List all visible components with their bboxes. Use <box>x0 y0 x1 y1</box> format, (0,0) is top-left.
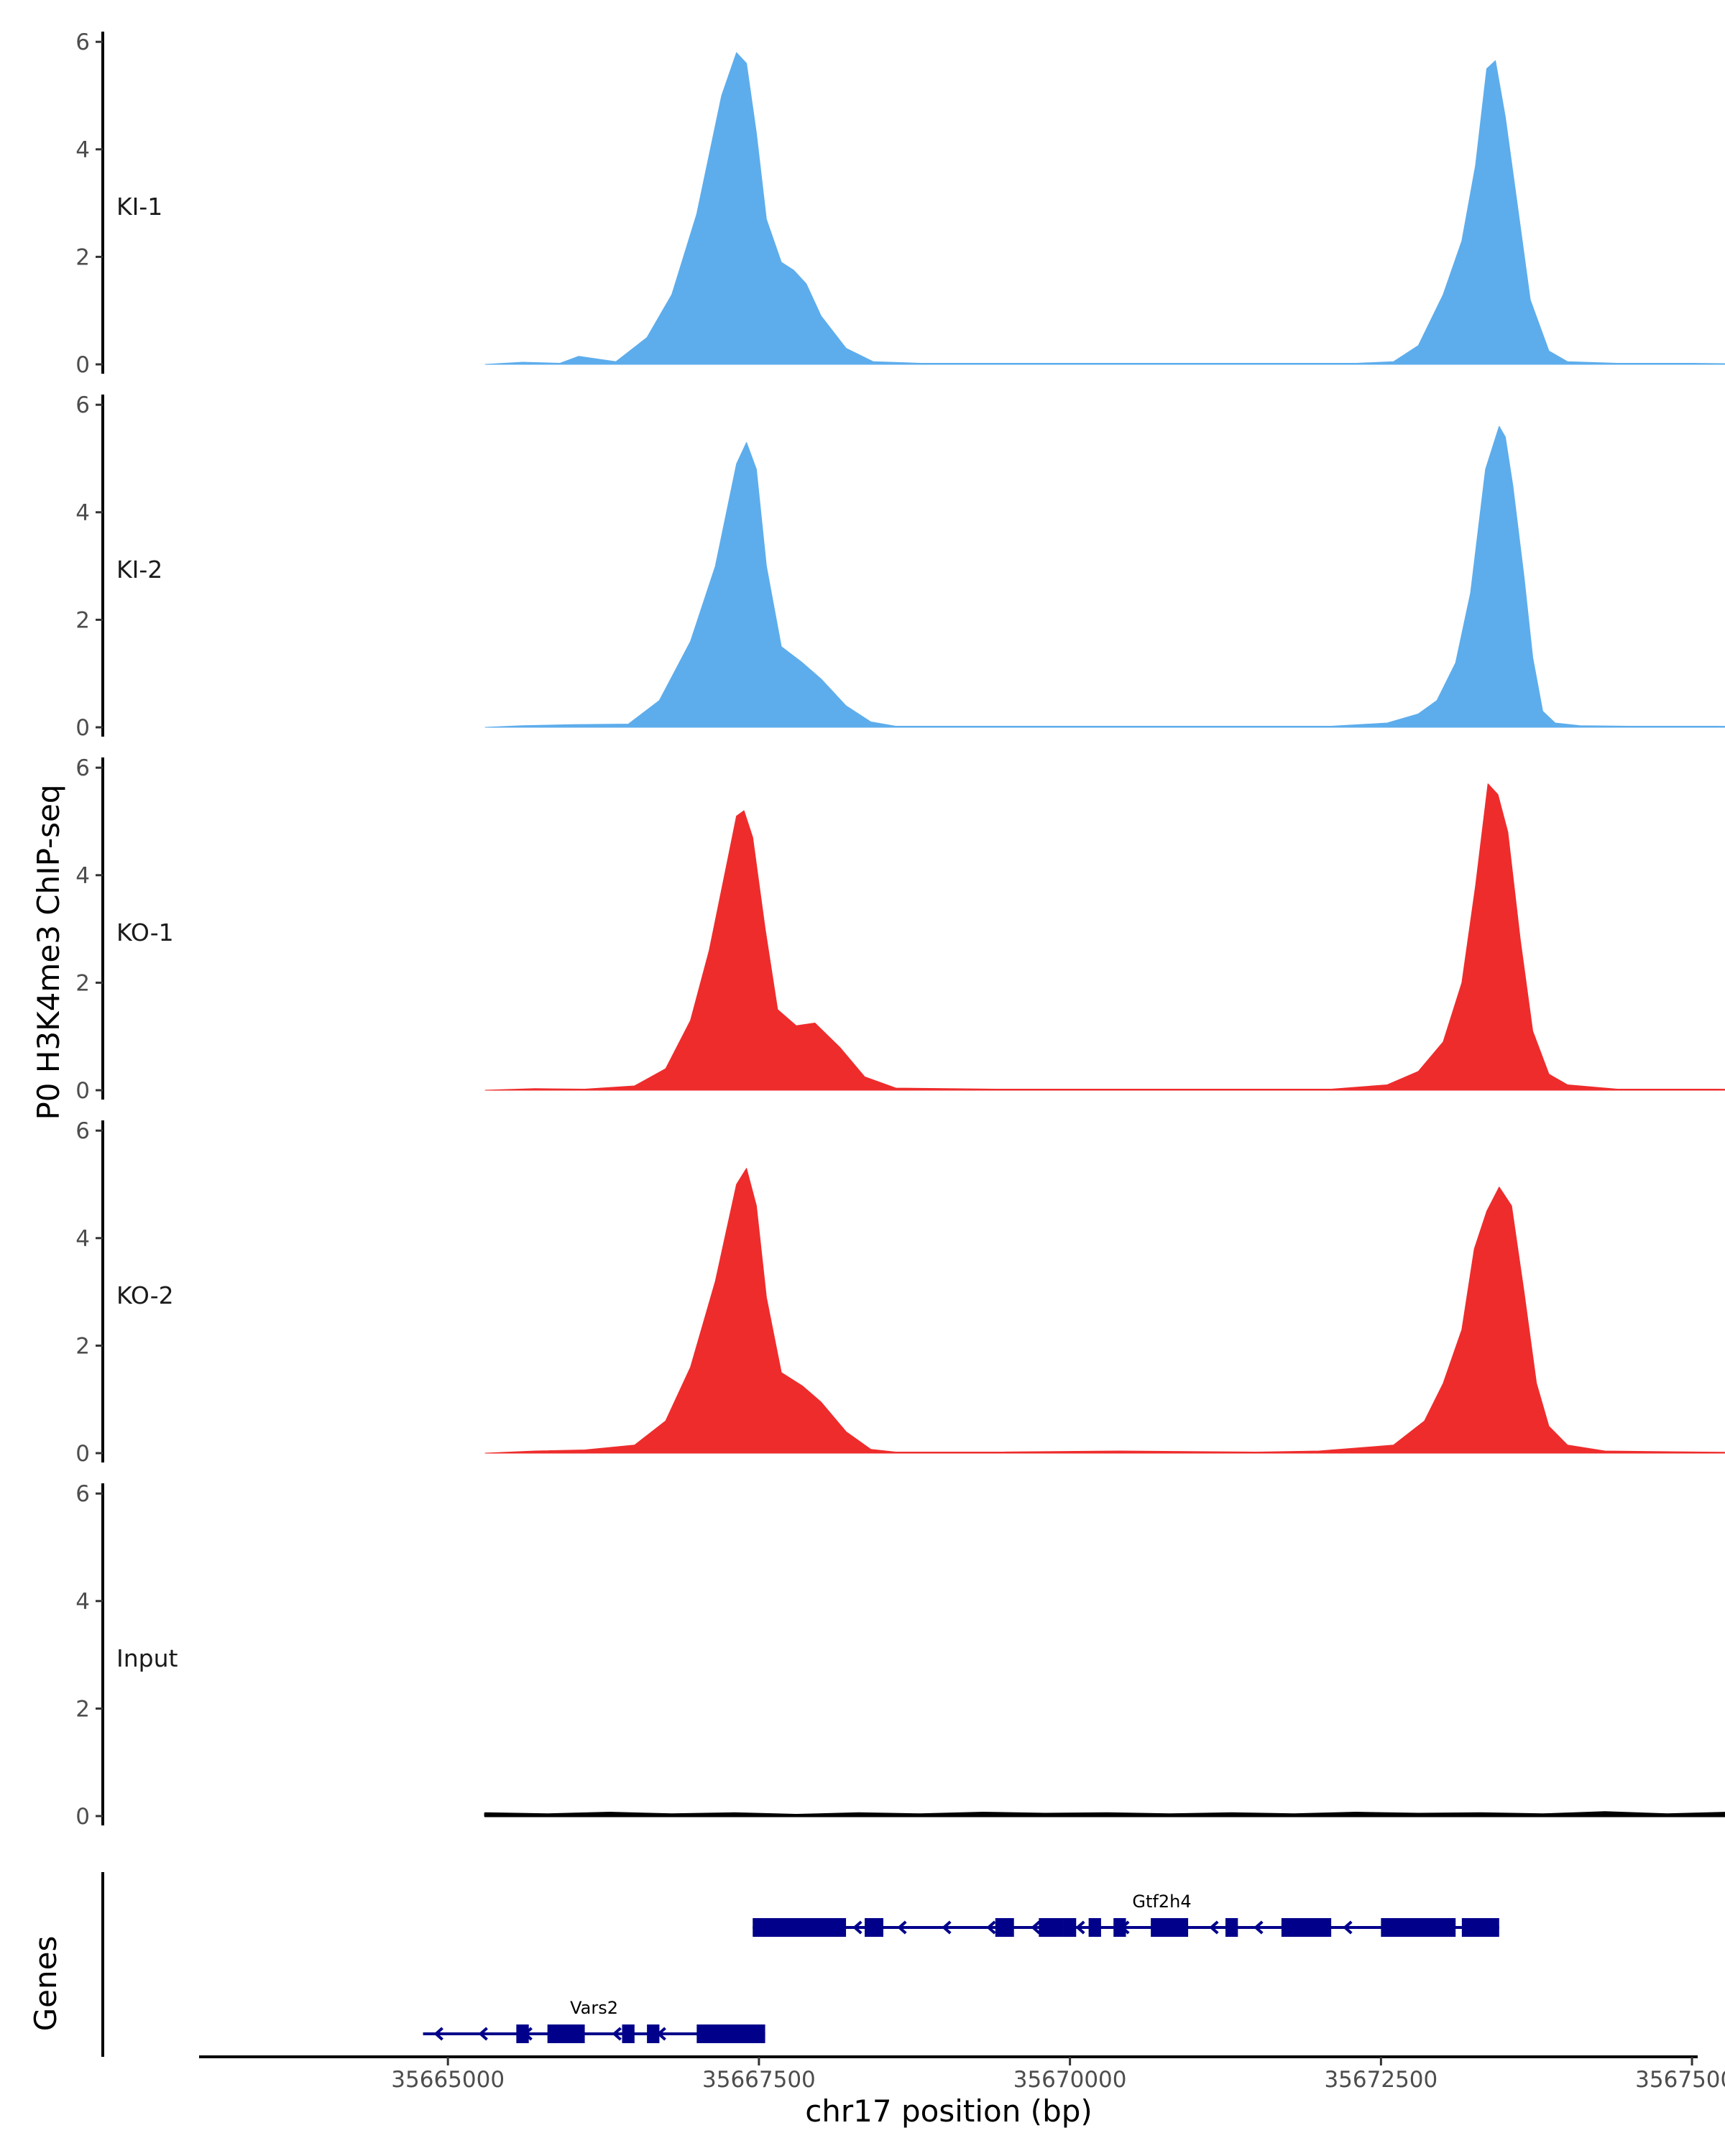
y-tick-label: 6 <box>75 1118 90 1144</box>
strand-arrow <box>852 1920 862 1935</box>
track-ko-2: 0 2 4 6 KO-2 <box>75 1118 1725 1467</box>
track-ki-1: 0 2 4 6 KI-1 <box>75 29 1725 378</box>
strand-arrow <box>433 2027 443 2041</box>
strand-arrow <box>897 1920 907 1935</box>
y-tick-label: 2 <box>75 244 90 270</box>
y-tick-label: 4 <box>75 500 90 526</box>
track-label: KO-1 <box>116 918 174 946</box>
gene-exon <box>622 2024 635 2043</box>
track-label: Input <box>116 1644 178 1672</box>
x-axis: 35665000 35667500 35670000 35672500 35675000 <box>199 2055 1725 2093</box>
y-tick-label: 6 <box>75 29 90 55</box>
gene-exon <box>1281 1918 1332 1937</box>
track-ko-1: 0 2 4 6 KO-1 <box>75 755 1725 1104</box>
track-input: 0 2 4 6 Input <box>75 1481 1725 1830</box>
y-tick-label: 0 <box>75 352 90 378</box>
signal-area-ki-2 <box>484 425 1725 728</box>
gene-exon <box>1225 1918 1238 1937</box>
y-tick-label: 4 <box>75 1226 90 1252</box>
y-tick-label: 0 <box>75 715 90 741</box>
gene-label: Gtf2h4 <box>1132 1892 1191 1912</box>
y-tick-label: 4 <box>75 1589 90 1615</box>
gene-exon <box>1113 1918 1126 1937</box>
strand-arrow <box>1343 1920 1353 1935</box>
x-tick-label: 35667500 <box>702 2067 816 2093</box>
gene-exon <box>753 1918 847 1937</box>
track-label: KI-2 <box>116 556 162 584</box>
x-axis-title: chr17 position (bp) <box>805 2093 1092 2129</box>
y-tick-label: 2 <box>75 607 90 633</box>
strand-arrow <box>1254 1920 1264 1935</box>
gene-exon <box>1063 1918 1077 1937</box>
gene-exon <box>1151 1918 1189 1937</box>
signal-tracks: 0 2 4 6 KI-1 0 2 4 6 KI-2 0 2 4 6 KO-1 0 2 4 6 KO-2 0 2 4 6 Inpu… <box>75 29 1725 1830</box>
strand-arrow <box>612 2027 622 2041</box>
x-tick-label: 35672500 <box>1324 2067 1438 2093</box>
y-tick-label: 4 <box>75 863 90 889</box>
signal-area-ko-2 <box>484 1168 1725 1454</box>
gene-vars2: Vars2 <box>423 1998 765 2043</box>
y-tick-label: 2 <box>75 1333 90 1359</box>
y-tick-label: 2 <box>75 970 90 996</box>
track-label: KI-1 <box>116 193 162 221</box>
strand-arrow <box>1031 1920 1041 1935</box>
genes-panel: Gtf2h4 Vars2 <box>101 1872 1499 2057</box>
x-tick-label: 35665000 <box>391 2067 505 2093</box>
signal-area-ko-1 <box>484 783 1725 1091</box>
signal-area-input <box>484 1811 1725 1818</box>
strand-arrow <box>942 1920 952 1935</box>
strand-arrow <box>1209 1920 1219 1935</box>
y-tick-label: 0 <box>75 1441 90 1467</box>
y-tick-label: 6 <box>75 1481 90 1507</box>
gene-exon <box>995 1918 1014 1937</box>
x-tick-label: 35670000 <box>1013 2067 1127 2093</box>
gene-exon <box>547 2024 585 2043</box>
gene-exon <box>1381 1918 1456 1937</box>
gene-label: Vars2 <box>570 1998 618 2018</box>
gene-exon <box>696 2024 765 2043</box>
gene-exon <box>1461 1918 1499 1937</box>
gene-exon <box>1088 1918 1101 1937</box>
y-tick-label: 0 <box>75 1078 90 1104</box>
strand-arrow <box>1075 1920 1085 1935</box>
track-label: KO-2 <box>116 1281 174 1309</box>
gene-gtf2h4: Gtf2h4 <box>753 1892 1499 1937</box>
genes-axis-title: Genes <box>28 1936 63 2032</box>
y-tick-label: 6 <box>75 392 90 418</box>
y-tick-label: 4 <box>75 137 90 163</box>
gene-exon <box>647 2024 660 2043</box>
gene-exon <box>1039 1918 1064 1937</box>
y-tick-label: 2 <box>75 1696 90 1722</box>
y-tick-label: 6 <box>75 755 90 781</box>
gene-exon <box>516 2024 529 2043</box>
x-tick-label: 35675000 <box>1635 2067 1725 2093</box>
track-ki-2: 0 2 4 6 KI-2 <box>75 392 1725 741</box>
y-axis-title: P0 H3K4me3 ChIP-seq <box>31 784 66 1120</box>
y-tick-label: 0 <box>75 1804 90 1830</box>
gene-exon <box>865 1918 883 1937</box>
strand-arrow <box>478 2027 488 2041</box>
strand-arrow <box>986 1920 996 1935</box>
signal-area-ki-1 <box>484 52 1725 365</box>
